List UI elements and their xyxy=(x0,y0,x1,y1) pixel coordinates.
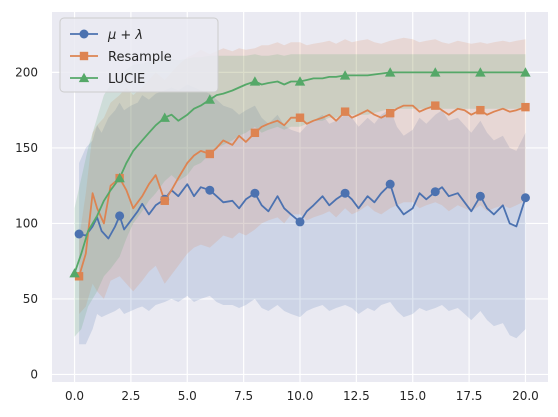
marker-series-1 xyxy=(340,107,350,116)
x-tick-label: 17.5 xyxy=(456,389,483,403)
x-tick-label: 0.0 xyxy=(65,389,84,403)
legend-box xyxy=(59,17,219,93)
band-2 xyxy=(74,54,526,337)
series-line-2 xyxy=(73,71,526,274)
y-tick-label: 0 xyxy=(30,367,38,381)
legend-marker xyxy=(79,51,89,61)
y-tick-label: 50 xyxy=(23,292,38,306)
marker-series-1 xyxy=(160,196,169,205)
y-tick-label: 100 xyxy=(15,216,38,230)
x-tick-label: 10.0 xyxy=(287,389,314,403)
marker-series-0 xyxy=(115,211,125,221)
band-0 xyxy=(79,84,526,345)
marker-series-2 xyxy=(430,67,441,77)
marker-series-1 xyxy=(476,105,485,115)
y-tick-label: 200 xyxy=(15,65,38,79)
series-markers xyxy=(69,67,531,281)
x-tick-label: 12.5 xyxy=(343,389,370,403)
y-tick-label: 150 xyxy=(15,141,38,155)
legend-label: Resample xyxy=(108,50,172,65)
marker-series-0 xyxy=(520,193,530,203)
marker-series-1 xyxy=(295,113,305,122)
marker-series-0 xyxy=(205,185,215,195)
marker-series-2 xyxy=(114,172,125,183)
legend: μ + λ Resample LUCIE xyxy=(59,17,219,93)
marker-series-2 xyxy=(159,112,170,122)
marker-series-1 xyxy=(205,149,215,159)
marker-series-0 xyxy=(340,188,350,198)
x-tick-label: 5.0 xyxy=(178,389,197,403)
marker-series-2 xyxy=(69,268,80,278)
marker-series-0 xyxy=(475,191,485,201)
y-axis-ticks: 0 50 100 150 200 xyxy=(15,65,38,381)
legend-label: LUCIE xyxy=(108,72,145,87)
x-tick-label: 20.0 xyxy=(512,389,539,403)
marker-series-0 xyxy=(385,179,395,189)
marker-series-0 xyxy=(74,229,84,239)
x-axis-ticks: 0.0 2.5 5.0 7.5 10.0 12.5 15.0 17.5 20.0 xyxy=(65,389,539,403)
marker-series-2 xyxy=(294,76,306,86)
marker-series-0 xyxy=(430,187,440,197)
marker-series-1 xyxy=(250,128,260,138)
legend-label: μ + λ xyxy=(107,28,143,43)
marker-series-0 xyxy=(250,188,260,198)
legend-marker xyxy=(79,29,89,39)
x-tick-label: 2.5 xyxy=(121,389,140,403)
series-line-0 xyxy=(78,183,527,240)
marker-series-2 xyxy=(520,67,531,77)
legend-marker xyxy=(78,72,90,83)
marker-series-2 xyxy=(339,70,351,80)
marker-series-1 xyxy=(431,101,440,110)
marker-series-0 xyxy=(295,217,305,227)
x-tick-label: 15.0 xyxy=(399,389,426,403)
marker-series-1 xyxy=(521,102,530,112)
marker-series-2 xyxy=(475,67,486,77)
x-tick-label: 7.5 xyxy=(234,389,253,403)
marker-series-2 xyxy=(384,67,396,77)
marker-series-2 xyxy=(249,76,261,86)
marker-series-2 xyxy=(204,94,216,104)
marker-series-1 xyxy=(385,108,395,118)
